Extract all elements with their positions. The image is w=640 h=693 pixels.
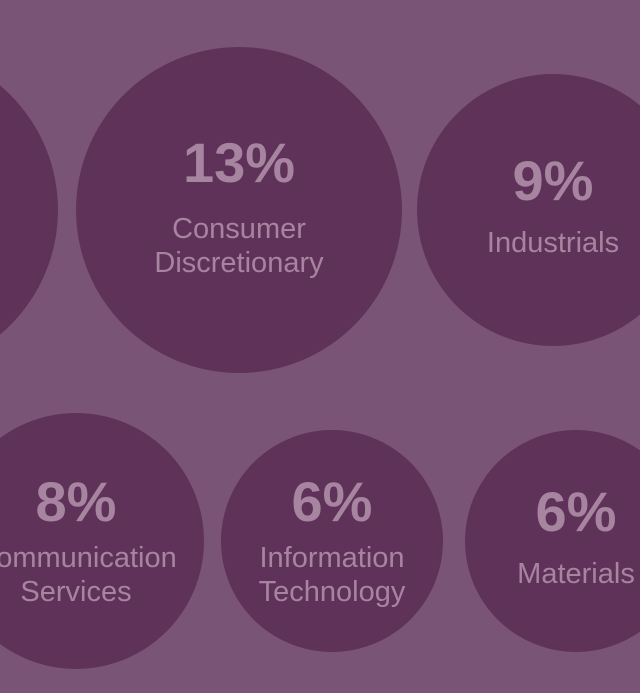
bubble-value: 13% bbox=[183, 131, 295, 194]
partial-bubble-left bbox=[0, 85, 58, 335]
bubble-label-line: Industrials bbox=[487, 227, 619, 259]
bubble-value: 8% bbox=[36, 470, 117, 533]
bubble-label-line: Information bbox=[259, 542, 404, 574]
bubble-label-line: Communication bbox=[0, 542, 177, 574]
bubble-4: 6% Materials bbox=[465, 430, 640, 652]
bubble-circle bbox=[417, 74, 640, 346]
bubble-label-line: Services bbox=[20, 576, 131, 608]
bubble-value: 6% bbox=[292, 470, 373, 533]
bubble-2: 8% CommunicationServices bbox=[0, 413, 204, 669]
bubble-1: 9% Industrials bbox=[417, 74, 640, 346]
bubble-circle bbox=[465, 430, 640, 652]
bubble-circle bbox=[221, 430, 443, 652]
bubble-value: 6% bbox=[536, 480, 617, 543]
bubble-label-line: Technology bbox=[259, 576, 406, 608]
bubble-label-line: Materials bbox=[517, 558, 635, 590]
bubble-label-line: Consumer bbox=[172, 213, 306, 245]
bubble-label-line: Discretionary bbox=[154, 247, 324, 279]
bubble-circle bbox=[76, 47, 402, 373]
bubble-value: 9% bbox=[513, 149, 594, 212]
bubble-circle bbox=[0, 413, 204, 669]
